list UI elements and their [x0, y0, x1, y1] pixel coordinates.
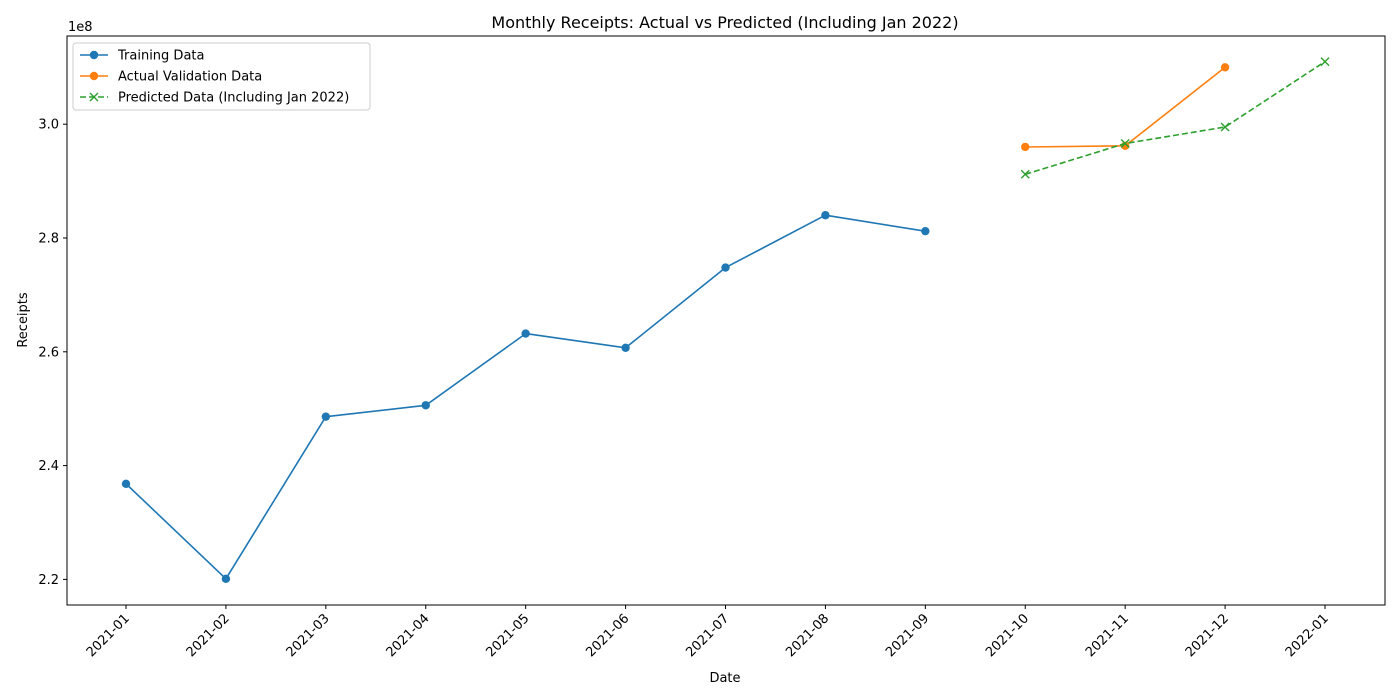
data-point-marker [321, 412, 331, 421]
chart-title: Monthly Receipts: Actual vs Predicted (I… [491, 13, 958, 32]
data-point-marker [1220, 63, 1230, 72]
data-point-x-marker [1020, 169, 1030, 179]
data-point-x-marker [1120, 139, 1130, 149]
data-point-marker [921, 226, 930, 236]
legend: Training Data Actual Validation Data Predi… [72, 42, 371, 111]
data-point-marker [621, 343, 630, 353]
y-tick-label: 3.0 [38, 118, 59, 133]
data-point-marker [721, 263, 730, 272]
legend-label-1: Training Data [117, 49, 204, 64]
data-point-marker [521, 329, 530, 338]
legend-marker [89, 50, 99, 60]
x-axis-label: Date [709, 671, 740, 686]
legend-label-2: Actual Validation Data [118, 70, 262, 85]
series-line-3 [1025, 60, 1326, 176]
data-point-marker [121, 479, 131, 489]
y-offset-label: 1e8 [68, 20, 93, 35]
data-point-x-marker [1220, 122, 1230, 132]
legend-box [72, 42, 371, 111]
legend-x-marker [89, 92, 99, 102]
legend-marker [89, 71, 99, 81]
data-point-marker [421, 401, 430, 410]
y-tick-label: 2.6 [38, 345, 59, 360]
y-axis-label: Receipts [16, 292, 31, 348]
data-point-x-marker [1320, 57, 1330, 67]
data-point-marker [221, 574, 231, 584]
y-tick-label: 2.4 [38, 459, 59, 474]
legend-label-3: Predicted Data (Including Jan 2022) [118, 91, 349, 106]
y-tick-label: 2.8 [38, 231, 59, 246]
data-point-marker [821, 211, 830, 220]
y-tick-label: 2.2 [38, 573, 59, 588]
data-point-marker [1021, 142, 1030, 152]
